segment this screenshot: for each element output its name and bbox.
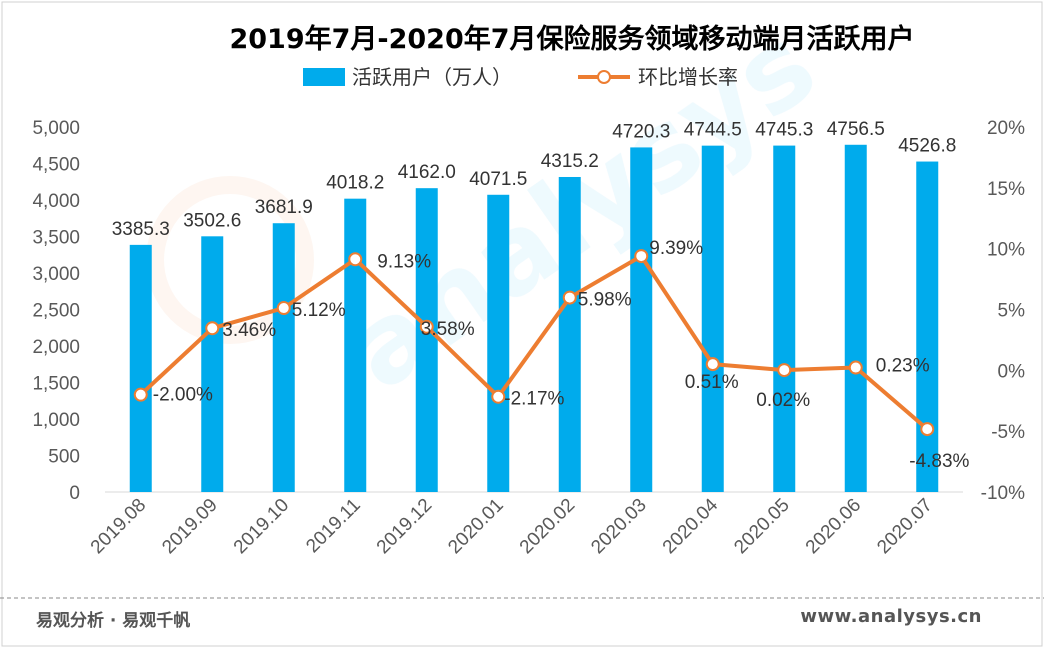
line-marker xyxy=(705,357,720,372)
line-marker xyxy=(419,319,434,334)
y-left-tick-label: 5,000 xyxy=(32,118,80,139)
bar xyxy=(415,188,438,492)
y-left-tick-label: 2,000 xyxy=(32,337,80,358)
bar xyxy=(558,176,581,492)
line-series xyxy=(133,249,935,437)
growth-line xyxy=(139,254,929,431)
bar xyxy=(701,145,724,493)
bar-data-label: 3681.9 xyxy=(255,197,313,218)
bar-data-label: 4756.5 xyxy=(827,119,885,140)
y-right-tick-label: 15% xyxy=(987,179,1025,200)
bar-series xyxy=(129,144,939,493)
line-data-label: 5.98% xyxy=(578,290,632,311)
bar xyxy=(916,161,939,493)
line-marker xyxy=(920,422,935,437)
chart-title: 2019年7月-2020年7月保险服务领域移动端月活跃用户 xyxy=(229,23,914,55)
line-marker xyxy=(205,321,220,336)
bar xyxy=(844,144,867,492)
legend-bar-label: 活跃用户（万人） xyxy=(352,65,512,89)
y-right-tick-label: -10% xyxy=(981,483,1025,504)
bar-data-label: 3502.6 xyxy=(183,210,241,231)
y-left-tick-label: 1,000 xyxy=(32,410,80,431)
bar-data-labels: 3385.3 3502.6 3681.9 4018.2 4162.0 4071.5 4315… xyxy=(112,119,957,240)
line-data-label: 0.23% xyxy=(876,356,930,377)
line-data-label: 3.58% xyxy=(421,319,475,340)
line-marker xyxy=(634,249,649,264)
y-left-tick-label: 500 xyxy=(48,447,80,468)
bar xyxy=(773,145,796,493)
y-left-tick-label: 3,500 xyxy=(32,228,80,249)
line-marker xyxy=(491,389,506,404)
bar xyxy=(129,244,152,492)
bar-data-label: 4745.3 xyxy=(755,120,813,141)
line-marker xyxy=(848,360,863,375)
line-data-label: 9.13% xyxy=(377,251,431,272)
line-marker xyxy=(133,387,148,402)
line-data-label: -2.17% xyxy=(504,389,564,410)
line-data-label: 3.46% xyxy=(222,320,276,341)
bar-data-label: 4526.8 xyxy=(898,136,956,157)
bar xyxy=(487,194,510,492)
y-left-tick-label: 4,500 xyxy=(32,155,80,176)
line-marker xyxy=(562,290,577,305)
line-data-label: 5.12% xyxy=(292,300,346,321)
bar-data-label: 4162.0 xyxy=(398,162,456,183)
bar-data-label: 4018.2 xyxy=(326,173,384,194)
bar-data-label: 3385.3 xyxy=(112,219,170,240)
line-marker xyxy=(348,252,363,267)
y-axis-left: 0 500 1,000 1,500 2,000 2,500 3,000 3,500 4,000 4… xyxy=(32,118,80,504)
footer-url: www.analysys.cn xyxy=(800,606,982,627)
line-data-label: 9.39% xyxy=(649,238,703,259)
bar xyxy=(630,147,653,493)
y-left-tick-label: 0 xyxy=(69,483,80,504)
bar-data-label: 4720.3 xyxy=(612,121,670,142)
y-left-tick-label: 3,000 xyxy=(32,264,80,285)
line-data-labels: -2.00% 3.46% 5.12% 9.13% 3.58% -2.17% 5.98% 9.3… xyxy=(153,238,970,472)
bar-data-label: 4315.2 xyxy=(541,151,599,172)
legend-bar-swatch xyxy=(303,68,345,86)
y-right-tick-label: 10% xyxy=(987,240,1025,261)
y-right-tick-label: 5% xyxy=(998,301,1026,322)
line-marker xyxy=(276,301,291,316)
bar-data-label: 4744.5 xyxy=(684,120,742,141)
bar-data-label: 4071.5 xyxy=(469,169,527,190)
line-data-label: 0.51% xyxy=(685,372,739,393)
legend-line-marker xyxy=(597,70,611,84)
legend: 活跃用户（万人） 环比增长率 xyxy=(303,65,738,89)
footer-brand: 易观分析 · 易观千帆 xyxy=(36,611,191,631)
bar xyxy=(344,198,367,493)
y-left-tick-label: 2,500 xyxy=(32,301,80,322)
y-right-tick-label: -5% xyxy=(991,422,1025,443)
line-data-label: 0.02% xyxy=(756,390,810,411)
y-left-tick-label: 1,500 xyxy=(32,374,80,395)
bar xyxy=(272,223,295,492)
bar xyxy=(201,236,224,492)
y-right-tick-label: 20% xyxy=(987,118,1025,139)
line-data-label: -4.83% xyxy=(909,451,969,472)
line-marker xyxy=(777,363,792,378)
line-data-label: -2.00% xyxy=(153,385,213,406)
y-right-tick-label: 0% xyxy=(998,361,1026,382)
y-axis-right: -10% -5% 0% 5% 10% 15% 20% xyxy=(981,118,1025,504)
y-left-tick-label: 4,000 xyxy=(32,191,80,212)
legend-line-label: 环比增长率 xyxy=(638,65,738,89)
